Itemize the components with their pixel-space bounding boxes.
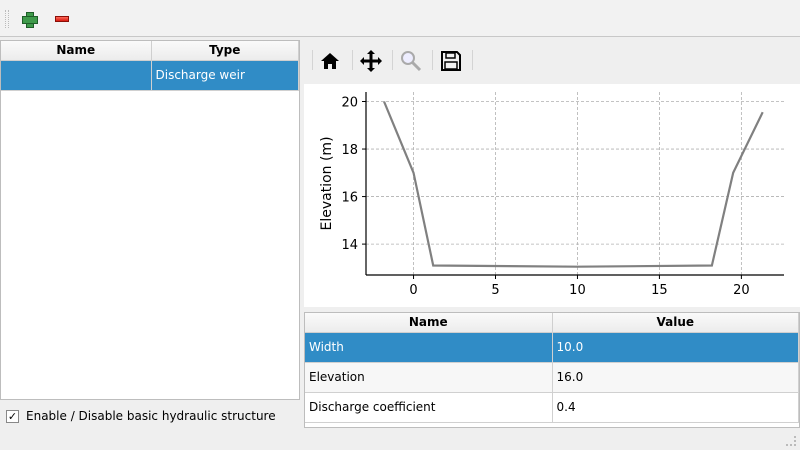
x-tick-label: 0 <box>409 283 417 298</box>
column-header-name[interactable]: Name <box>305 313 553 333</box>
y-tick-label: 14 <box>341 238 358 253</box>
y-axis-label: Elevation (m) <box>319 136 335 230</box>
param-value-cell[interactable]: 10.0 <box>552 332 799 363</box>
structure-type-cell[interactable]: Discharge weir <box>151 60 299 91</box>
chart-svg: 0 5 10 15 20 14 16 18 20 Elevation (m) Y (m) <box>319 92 784 307</box>
x-tick-label: 5 <box>491 283 499 298</box>
x-axis-label: Y (m) <box>555 306 594 307</box>
table-row[interactable]: Width 10.0 <box>305 332 799 363</box>
zoom-button[interactable] <box>398 48 424 74</box>
separator <box>472 50 473 70</box>
param-name-cell[interactable]: Elevation <box>305 362 553 393</box>
separator <box>312 50 313 70</box>
structure-name-cell[interactable] <box>1 60 152 91</box>
separator <box>352 50 353 70</box>
plus-icon <box>22 12 38 28</box>
table-row[interactable]: Discharge coefficient 0.4 <box>305 392 799 423</box>
zoom-icon <box>401 51 422 72</box>
home-icon <box>321 53 339 69</box>
separator <box>432 50 433 70</box>
resize-grip[interactable] <box>786 436 796 446</box>
plot-toolbar <box>305 40 800 80</box>
table-row[interactable]: Discharge weir <box>1 60 299 91</box>
save-figure-button[interactable] <box>438 48 464 74</box>
param-name-cell[interactable]: Discharge coefficient <box>305 392 553 423</box>
param-value-cell[interactable]: 16.0 <box>552 362 799 393</box>
column-header-name[interactable]: Name <box>1 41 152 61</box>
pan-button[interactable] <box>358 48 384 74</box>
checkbox-label: Enable / Disable basic hydraulic structu… <box>26 409 276 423</box>
pan-icon <box>360 50 382 72</box>
minus-icon <box>55 16 69 22</box>
param-name-cell[interactable]: Width <box>305 332 553 363</box>
table-row[interactable]: Elevation 16.0 <box>305 362 799 393</box>
add-structure-button[interactable] <box>19 9 39 29</box>
enable-structure-checkbox[interactable]: ✓ Enable / Disable basic hydraulic struc… <box>6 409 276 423</box>
checkbox-check-icon[interactable]: ✓ <box>6 409 19 423</box>
x-tick-label: 15 <box>651 283 668 298</box>
toolbar-grip[interactable] <box>5 10 9 28</box>
y-tick-label: 20 <box>341 96 358 111</box>
param-value-cell[interactable]: 0.4 <box>552 392 799 423</box>
home-button[interactable] <box>317 48 343 74</box>
structures-table: Name Type Discharge weir <box>0 40 300 400</box>
parameters-table: Name Value Width 10.0 Elevation 16.0 Discha… <box>304 312 800 428</box>
x-tick-label: 20 <box>733 283 750 298</box>
cross-section-line <box>383 101 764 268</box>
column-header-value[interactable]: Value <box>552 313 799 333</box>
y-tick-label: 18 <box>341 143 358 158</box>
separator <box>392 50 393 70</box>
y-tick-label: 16 <box>341 191 358 206</box>
main-toolbar <box>0 0 800 37</box>
x-tick-label: 10 <box>569 283 586 298</box>
remove-structure-button[interactable] <box>52 9 72 29</box>
column-header-type[interactable]: Type <box>151 41 299 61</box>
save-icon <box>441 51 461 71</box>
cross-section-chart[interactable]: 0 5 10 15 20 14 16 18 20 Elevation (m) Y (m) <box>304 84 800 307</box>
